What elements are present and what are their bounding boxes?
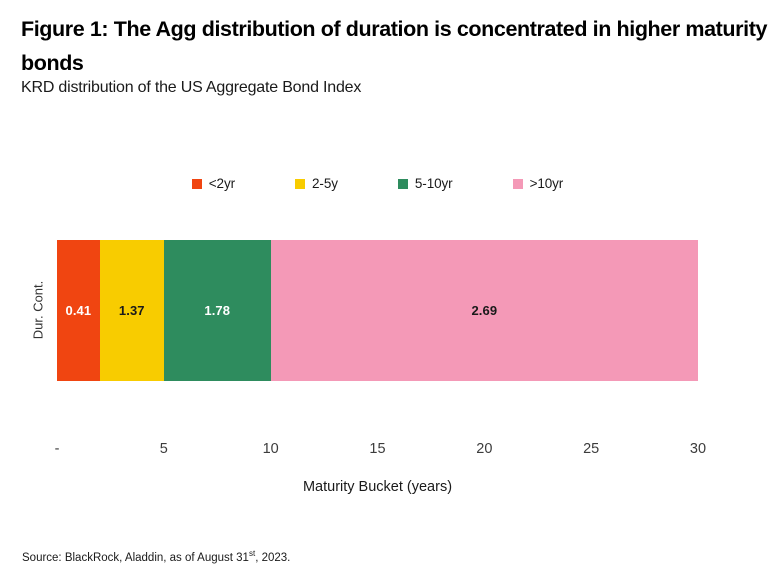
legend-item-10yr: >10yr — [512, 176, 564, 191]
source-note: Source: BlackRock, Aladdin, as of August… — [22, 549, 291, 564]
legend-swatch-icon — [191, 178, 202, 189]
legend-swatch-icon — [295, 178, 306, 189]
bar-segment-2yr: 0.41 — [57, 240, 100, 381]
legend-item-5-10yr: 5-10yr — [397, 176, 453, 191]
x-axis-ticks: - 5 10 15 20 25 30 — [54, 441, 706, 461]
source-superscript: st — [248, 549, 256, 559]
legend-label: 2-5y — [312, 176, 338, 191]
x-tick-10: 10 — [262, 441, 279, 457]
x-axis-label: Maturity Bucket (years) — [302, 479, 453, 495]
x-tick-15: 15 — [369, 441, 386, 457]
source-text-suffix: , 2023. — [255, 552, 291, 564]
legend-item-2yr: <2yr — [191, 176, 236, 191]
x-tick-5: 5 — [159, 441, 168, 457]
figure-subtitle: KRD distribution of the US Aggregate Bon… — [21, 79, 362, 96]
segment-value-label: 0.41 — [65, 303, 92, 318]
segment-value-label: 2.69 — [471, 303, 498, 318]
bar-segment-2-5y: 1.37 — [99, 240, 164, 381]
bar-segment-5-10yr: 1.78 — [163, 240, 271, 381]
legend-item-2-5y: 2-5y — [295, 176, 338, 191]
y-axis-label: Dur. Cont. — [30, 280, 46, 340]
legend-swatch-icon — [397, 178, 408, 189]
x-tick-20: 20 — [476, 441, 493, 457]
legend-label: >10yr — [529, 176, 564, 191]
figure-title: Figure 1: The Agg distribution of durati… — [21, 17, 768, 75]
x-tick-0: - — [54, 441, 60, 457]
x-tick-30: 30 — [689, 441, 707, 457]
legend-swatch-icon — [512, 178, 523, 189]
stacked-bar: 0.41 1.37 1.78 2.69 — [57, 240, 698, 381]
source-text: Source: BlackRock, Aladdin, as of August… — [22, 552, 249, 564]
bar-segment-10yr: 2.69 — [270, 240, 698, 381]
chart-legend: <2yr 2-5y 5-10yr >10yr — [57, 176, 698, 191]
legend-label: 5-10yr — [414, 176, 453, 191]
legend-label: <2yr — [208, 176, 236, 191]
segment-value-label: 1.37 — [118, 303, 145, 318]
segment-value-label: 1.78 — [204, 303, 231, 318]
x-tick-25: 25 — [583, 441, 600, 457]
